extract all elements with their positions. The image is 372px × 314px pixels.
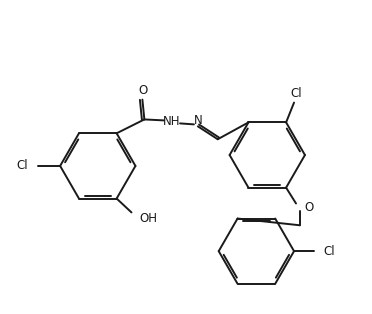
Text: OH: OH [140, 212, 157, 225]
Text: NH: NH [163, 115, 181, 128]
Text: Cl: Cl [290, 87, 302, 100]
Text: O: O [139, 84, 148, 97]
Text: O: O [304, 201, 313, 214]
Text: Cl: Cl [17, 160, 28, 172]
Text: N: N [193, 114, 202, 127]
Text: Cl: Cl [324, 245, 336, 258]
